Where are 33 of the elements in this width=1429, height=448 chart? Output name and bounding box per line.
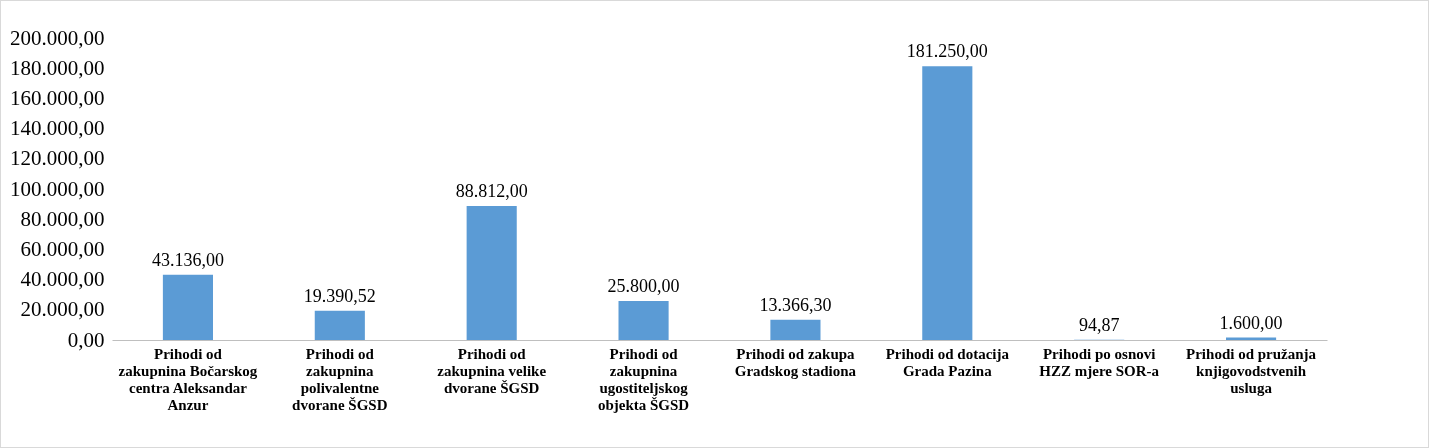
y-tick-label: 20.000,00 [20,297,105,322]
y-tick-label: 40.000,00 [20,267,105,292]
x-tick-label: Prihodi po osnovi HZZ mjere SOR-a [1039,345,1160,379]
y-tick-label: 120.000,00 [10,146,105,171]
data-label: 1.600,00 [1219,312,1283,333]
y-tick-label: 80.000,00 [20,206,105,231]
bar [922,66,973,340]
y-tick-label: 60.000,00 [20,236,105,261]
y-tick-label: 160.000,00 [10,85,105,110]
data-label: 13.366,30 [759,294,832,315]
data-label: 94,87 [1078,314,1120,335]
bar [466,205,517,340]
y-tick-label: 140.000,00 [10,116,105,141]
y-tick-label: 200.000,00 [10,25,105,50]
x-tick-label: Prihodi od zakupnina polivalentne dvorane ŠGSD [292,345,388,413]
bar [770,319,821,340]
bar [162,274,213,340]
data-label: 181.250,00 [906,41,988,62]
y-tick-label: 100.000,00 [10,176,105,201]
bar [618,301,669,340]
x-tick-label: Prihodi od zakupnina velike dvorane ŠGSD [437,345,547,396]
x-tick-label: Prihodi od zakupnina Bočarskog centra Aleksandar Anzur [118,345,258,413]
data-label: 25.800,00 [607,276,680,297]
y-tick-label: 180.000,00 [10,55,105,80]
x-tick-label: Prihodi od zakupa Gradskog stadiona [734,345,857,379]
data-label: 43.136,00 [151,249,224,270]
data-label: 19.390,52 [303,285,376,306]
x-tick-label: Prihodi od zakupnina ugostiteljskog objekta ŠGSD [597,345,690,413]
y-tick-label: 0,00 [67,327,105,352]
x-tick-label: Prihodi od dotacija Grada Pazina [885,345,1010,379]
bar [314,310,365,340]
data-label: 88.812,00 [455,180,528,201]
x-tick-label: Prihodi od pružanja knjigovodstvenih usluga [1186,345,1317,396]
